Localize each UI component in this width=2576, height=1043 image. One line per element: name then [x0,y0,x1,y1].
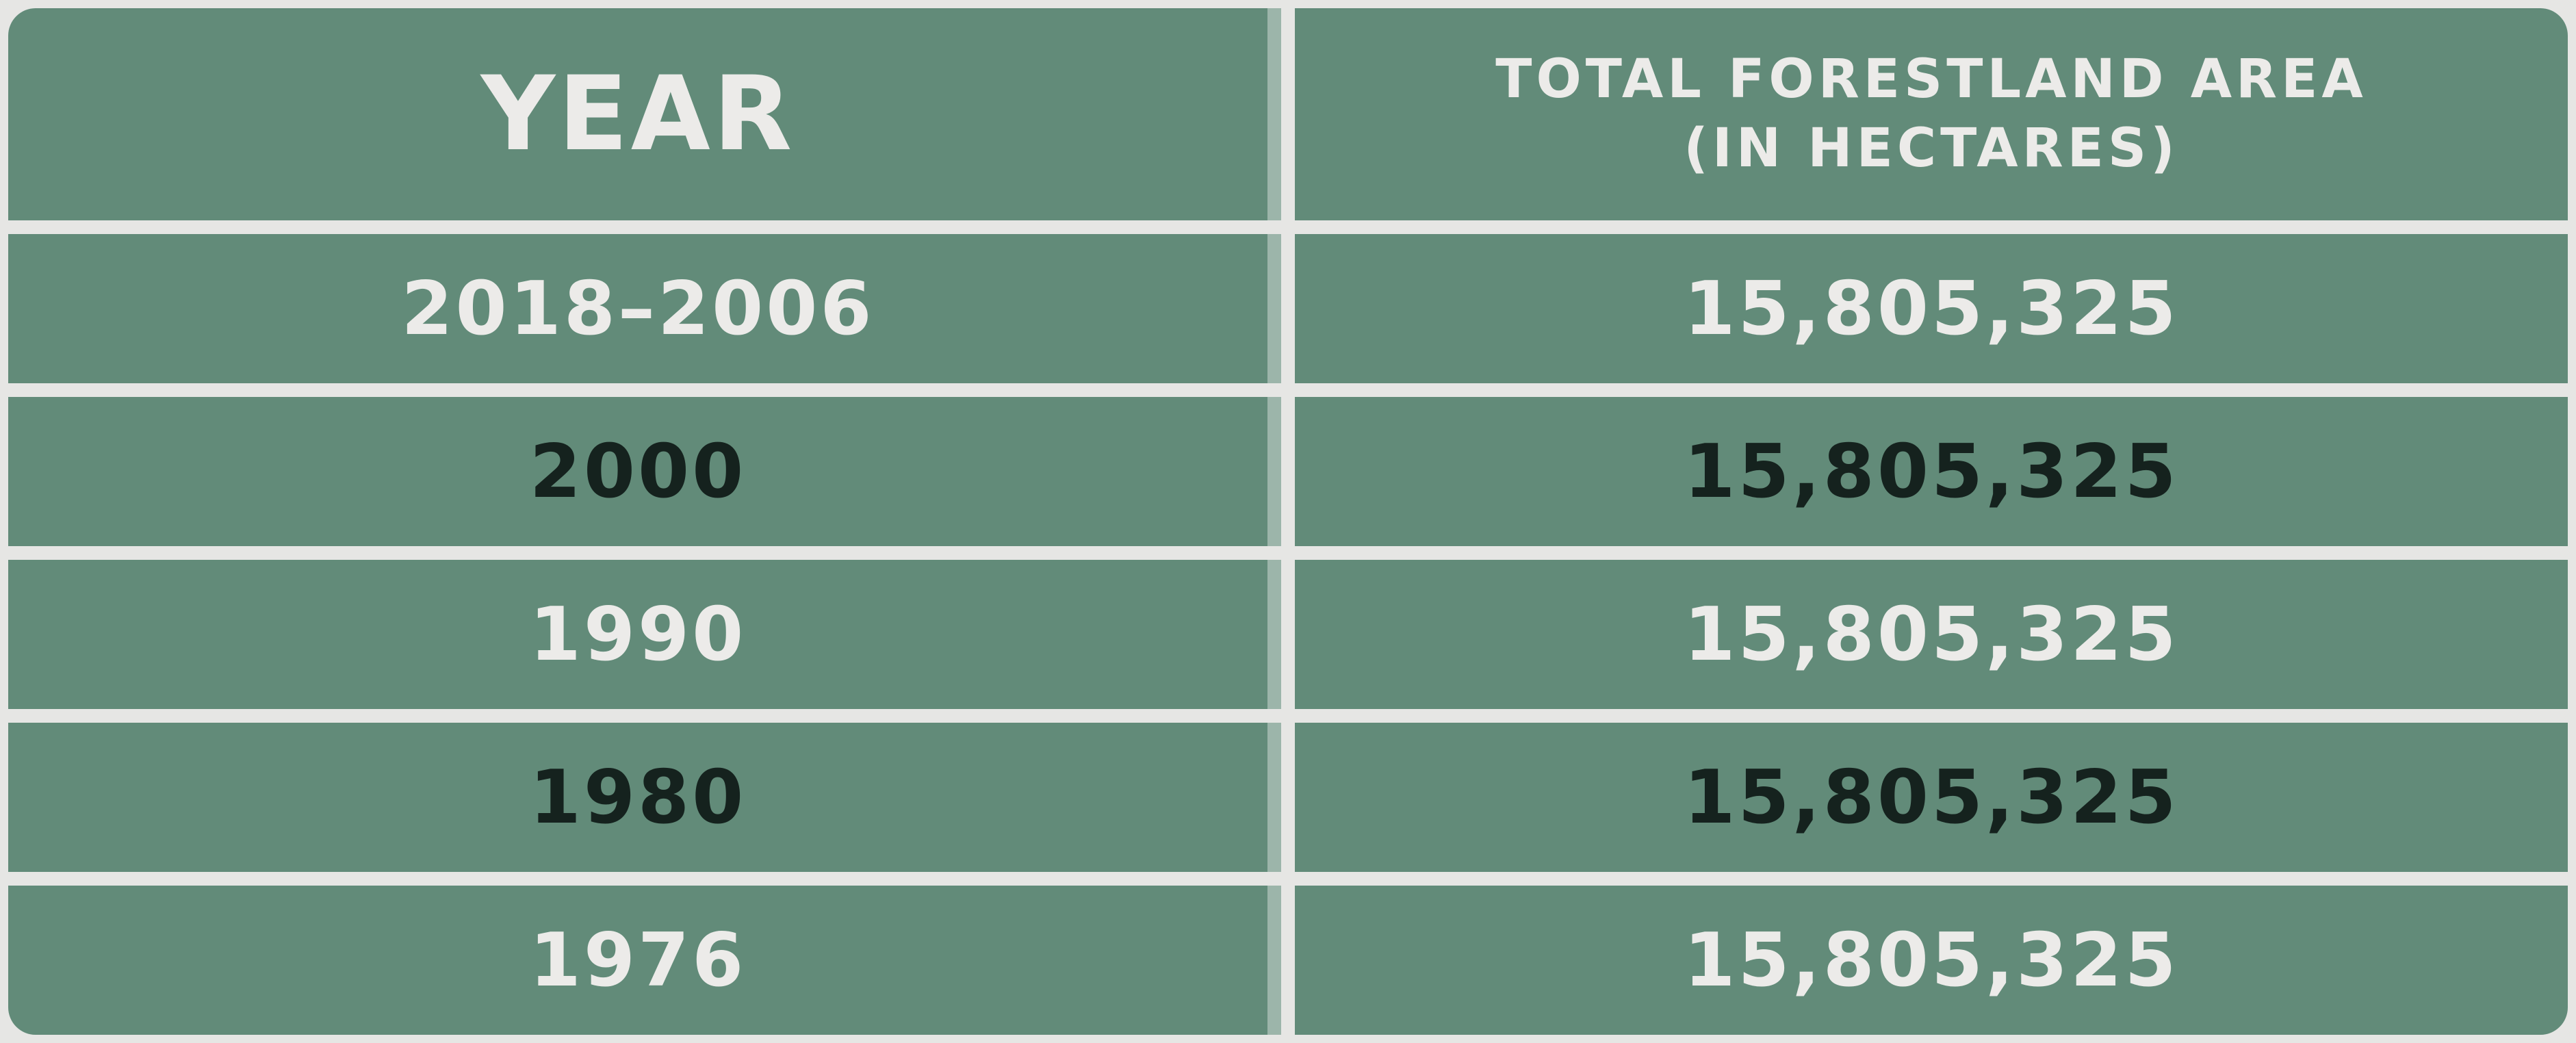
table-cell-area-row-4: 15,805,325 [1295,723,2568,872]
table-cell-area-row-2: 15,805,325 [1295,397,2568,546]
header-forestland-area-line-2: (IN HECTARES) [1684,118,2179,179]
table-cell-year-row-5: 1976 [8,886,1281,1035]
forestland-table: YEAR TOTAL FORESTLAND AREA (IN HECTARES)… [8,8,2568,1035]
table-cell-year-row-4: 1980 [8,723,1281,872]
table-cell-year-row-1: 2018–2006 [8,234,1281,383]
table-cell-year-row-3: 1990 [8,560,1281,709]
header-year: YEAR [8,8,1281,220]
header-forestland-area: TOTAL FORESTLAND AREA (IN HECTARES) [1295,8,2568,220]
table-cell-area-row-1: 15,805,325 [1295,234,2568,383]
table-cell-year-row-2: 2000 [8,397,1281,546]
table-cell-area-row-5: 15,805,325 [1295,886,2568,1035]
header-forestland-area-line-1: TOTAL FORESTLAND AREA [1495,48,2367,110]
table-cell-area-row-3: 15,805,325 [1295,560,2568,709]
